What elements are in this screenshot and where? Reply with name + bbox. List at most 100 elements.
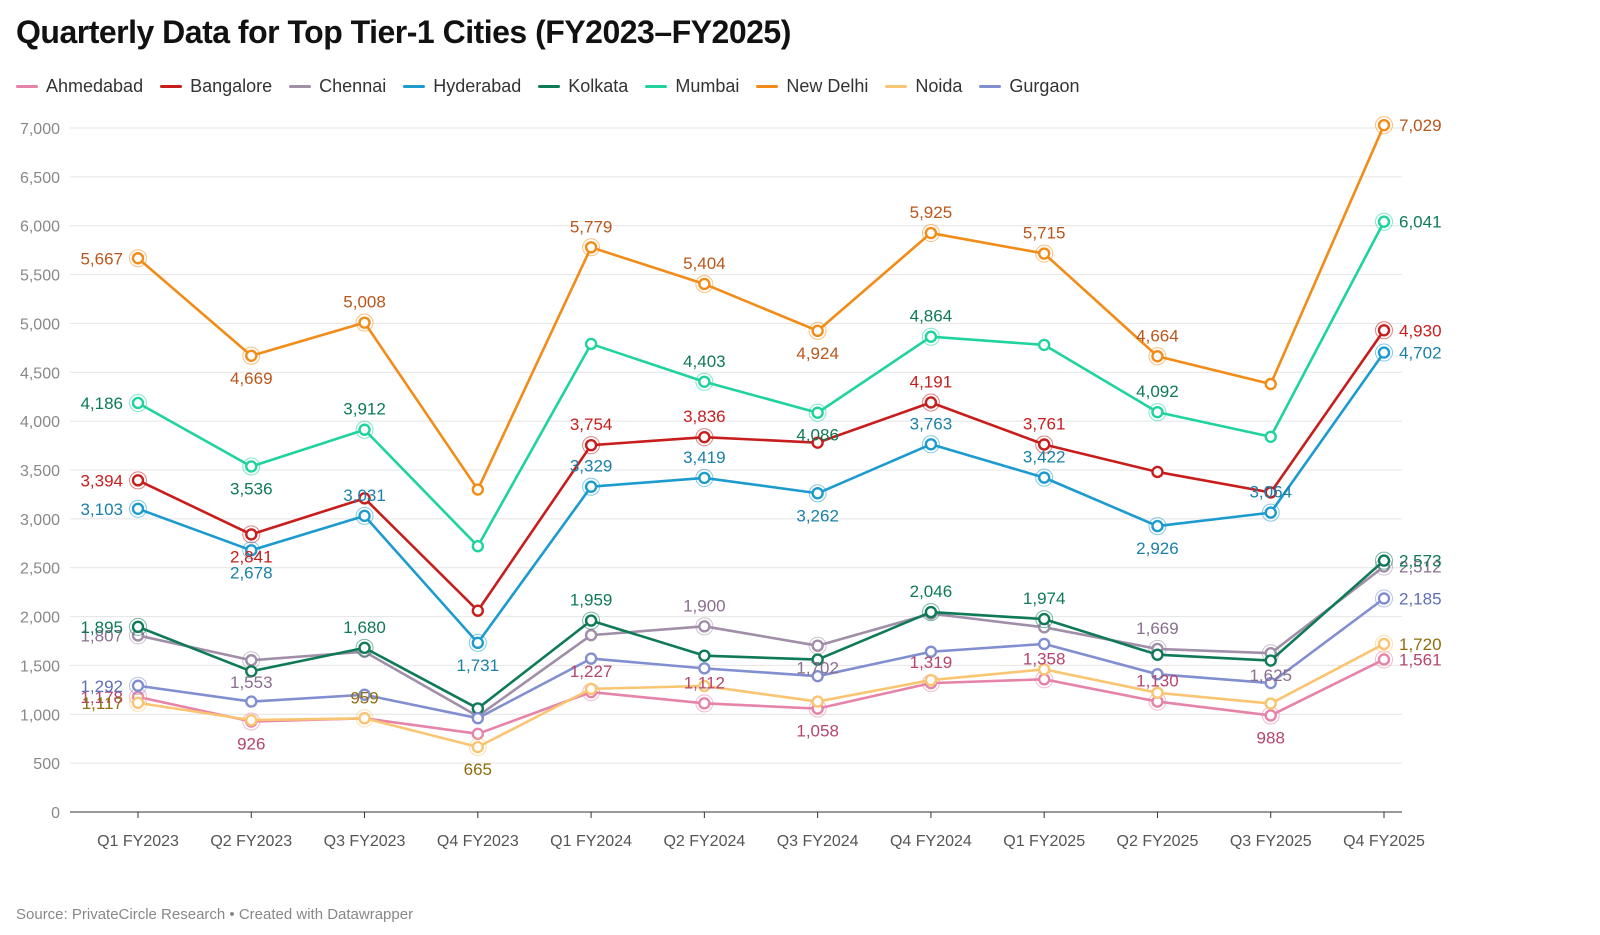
legend-swatch bbox=[756, 85, 779, 88]
chart-title: Quarterly Data for Top Tier-1 Cities (FY… bbox=[16, 14, 791, 50]
line-chart: 0 500 1,000 1,500 2,000 2,500 3,000 3,500 4,000 4… bbox=[20, 116, 1442, 850]
legend-label: Kolkata bbox=[568, 76, 629, 96]
data-label-hyderabad: 2,926 bbox=[1136, 539, 1179, 558]
data-point-hyderabad bbox=[924, 438, 938, 451]
data-point-new-delhi bbox=[131, 252, 145, 265]
data-point-gurgaon bbox=[811, 669, 824, 683]
data-label-mumbai: 3,536 bbox=[230, 479, 273, 498]
data-label-mumbai: 4,086 bbox=[796, 426, 839, 445]
legend-item-gurgaon: Gurgaon bbox=[979, 76, 1079, 97]
point-halo-kolkata bbox=[1035, 610, 1054, 629]
y-tick-label: 2,000 bbox=[20, 610, 60, 627]
point-halo-bangalore bbox=[242, 525, 261, 544]
legend-item-mumbai: Mumbai bbox=[645, 76, 739, 97]
data-label-noida: 665 bbox=[464, 760, 492, 779]
point-halo-mumbai bbox=[1375, 212, 1393, 231]
data-label-new-delhi: 5,008 bbox=[343, 293, 386, 312]
data-point-mumbai bbox=[924, 330, 938, 343]
data-point-hyderabad bbox=[811, 487, 824, 500]
data-label-chennai: 1,900 bbox=[683, 596, 726, 615]
data-label-kolkata: 1,895 bbox=[80, 618, 123, 637]
point-halo-hyderabad bbox=[921, 435, 940, 454]
data-point-hyderabad bbox=[245, 544, 258, 557]
point-halo-new-delhi bbox=[808, 321, 827, 340]
data-label-bangalore: 3,836 bbox=[683, 407, 726, 426]
data-point-kolkata bbox=[131, 620, 145, 634]
data-label-mumbai: 4,186 bbox=[80, 394, 123, 413]
data-point-hyderabad bbox=[698, 471, 711, 485]
data-label-ahmedabad: 1,319 bbox=[910, 653, 953, 672]
data-label-ahmedabad: 1,112 bbox=[684, 673, 725, 692]
data-label-kolkata: 1,974 bbox=[1023, 589, 1066, 608]
point-halo-gurgaon bbox=[1375, 589, 1393, 608]
data-point-bangalore bbox=[924, 396, 938, 409]
data-label-bangalore: 3,754 bbox=[570, 415, 613, 434]
point-halo-kolkata bbox=[1375, 551, 1393, 570]
point-halo-bangalore bbox=[1035, 435, 1054, 454]
data-point-kolkata bbox=[471, 702, 485, 715]
data-point-mumbai bbox=[131, 396, 145, 410]
point-halo-hyderabad bbox=[242, 541, 261, 560]
x-tick-label: Q1 FY2023 bbox=[97, 833, 179, 850]
y-tick-label: 1,500 bbox=[20, 658, 60, 675]
legend-swatch bbox=[538, 85, 561, 88]
series-line-noida bbox=[136, 642, 1386, 749]
data-point-gurgaon bbox=[358, 688, 371, 701]
data-label-hyderabad: 3,064 bbox=[1249, 483, 1292, 502]
data-label-hyderabad: 2,678 bbox=[230, 563, 273, 582]
data-label-new-delhi: 5,404 bbox=[683, 254, 726, 273]
data-label-gurgaon: 2,185 bbox=[1399, 589, 1442, 608]
legend-item-bangalore: Bangalore bbox=[160, 76, 272, 97]
legend-label: Chennai bbox=[319, 76, 387, 96]
x-tick-label: Q1 FY2025 bbox=[1003, 833, 1085, 850]
data-point-new-delhi bbox=[811, 324, 824, 338]
data-label-new-delhi: 5,667 bbox=[80, 249, 123, 268]
point-halo-hyderabad bbox=[468, 633, 487, 652]
y-tick-label: 3,500 bbox=[20, 463, 60, 480]
point-halo-new-delhi bbox=[1375, 116, 1393, 135]
y-tick-label: 6,500 bbox=[20, 170, 60, 187]
data-point-kolkata bbox=[1151, 648, 1164, 661]
data-label-mumbai: 4,092 bbox=[1136, 382, 1179, 401]
point-halo-hyderabad bbox=[1035, 468, 1054, 487]
data-point-bangalore bbox=[131, 474, 145, 487]
data-point-bangalore bbox=[358, 492, 371, 505]
data-point-hyderabad bbox=[1377, 346, 1391, 359]
data-point-bangalore bbox=[471, 604, 485, 617]
data-point-new-delhi bbox=[924, 226, 938, 240]
data-point-gurgaon bbox=[1264, 676, 1277, 690]
legend-label: Bangalore bbox=[190, 76, 273, 96]
data-point-gurgaon bbox=[245, 695, 258, 708]
point-halo-noida bbox=[1375, 634, 1393, 653]
data-point-noida bbox=[358, 712, 371, 725]
legend-swatch bbox=[160, 85, 183, 88]
legend-item-chennai: Chennai bbox=[289, 76, 386, 97]
data-label-new-delhi: 4,664 bbox=[1136, 326, 1179, 345]
data-point-noida bbox=[1264, 697, 1277, 710]
x-tick-label: Q1 FY2024 bbox=[550, 833, 632, 850]
data-label-ahmedabad: 1,561 bbox=[1399, 650, 1442, 669]
x-tick-label: Q3 FY2024 bbox=[777, 833, 859, 850]
point-halo-noida bbox=[355, 709, 374, 728]
legend-label: New Delhi bbox=[786, 76, 869, 96]
point-halo-new-delhi bbox=[921, 224, 940, 243]
x-tick-label: Q3 FY2025 bbox=[1230, 833, 1312, 850]
data-label-new-delhi: 4,924 bbox=[796, 344, 839, 363]
data-point-kolkata bbox=[245, 665, 258, 678]
data-label-new-delhi: 5,779 bbox=[570, 217, 613, 236]
y-tick-label: 5,000 bbox=[20, 316, 60, 333]
data-label-hyderabad: 3,262 bbox=[796, 506, 839, 525]
y-tick-label: 5,500 bbox=[20, 268, 60, 285]
data-label-new-delhi: 4,669 bbox=[230, 369, 273, 388]
data-label-ahmedabad: 926 bbox=[237, 735, 265, 754]
point-halo-bangalore bbox=[582, 436, 601, 455]
point-halo-bangalore bbox=[695, 428, 714, 447]
data-point-new-delhi bbox=[245, 349, 258, 362]
data-label-hyderabad: 1,731 bbox=[457, 656, 500, 675]
data-point-gurgaon bbox=[924, 645, 938, 658]
series-line-new-delhi bbox=[136, 123, 1386, 491]
legend-item-hyderabad: Hyderabad bbox=[403, 76, 521, 97]
data-point-noida bbox=[584, 682, 598, 696]
point-halo-ahmedabad bbox=[1375, 650, 1393, 669]
x-tick-label: Q2 FY2023 bbox=[210, 833, 292, 850]
